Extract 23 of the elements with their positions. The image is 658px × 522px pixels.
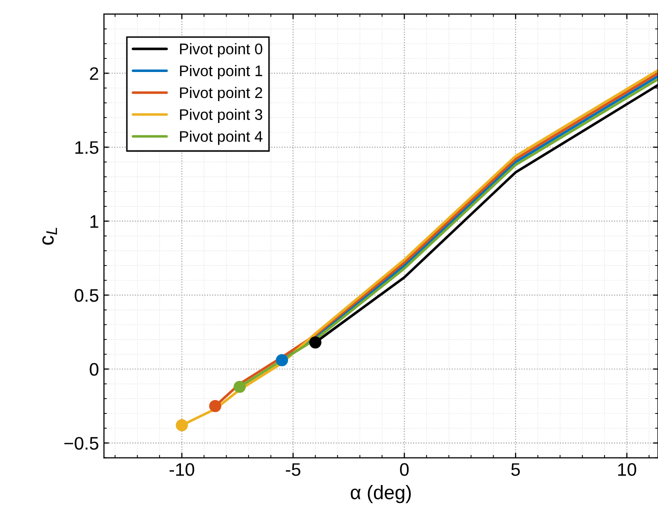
y-tick-label: 0 (90, 362, 98, 376)
point (276, 354, 288, 366)
x-tick-label: 10 (618, 463, 636, 476)
y-axis-title: c$_{L}$ (42, 228, 57, 245)
x-tick-label: 5 (511, 463, 520, 476)
y-tick-label: −0.5 (64, 436, 98, 450)
y-tick-label: 1 (90, 215, 98, 228)
point (209, 400, 222, 412)
point (176, 419, 188, 432)
x-tick-label: -5 (286, 463, 300, 476)
y-tick-label: 0.5 (74, 289, 98, 302)
legend-label: Pivot point 1 (180, 65, 262, 80)
y-tick-label: 1.5 (75, 141, 98, 154)
legend-label: Pivot point 2 (180, 86, 262, 102)
y-tick-label: 2 (90, 67, 98, 80)
point (234, 380, 246, 393)
x-tick-label: 0 (400, 463, 409, 476)
x-axis-title: α (deg) (350, 485, 411, 504)
legend-label: Pivot point 4 (180, 130, 262, 145)
legend-label: Pivot point 3 (180, 108, 262, 124)
legend-label: Pivot point 0 (180, 43, 262, 58)
point (309, 336, 322, 349)
x-tick-label: -10 (170, 463, 194, 476)
